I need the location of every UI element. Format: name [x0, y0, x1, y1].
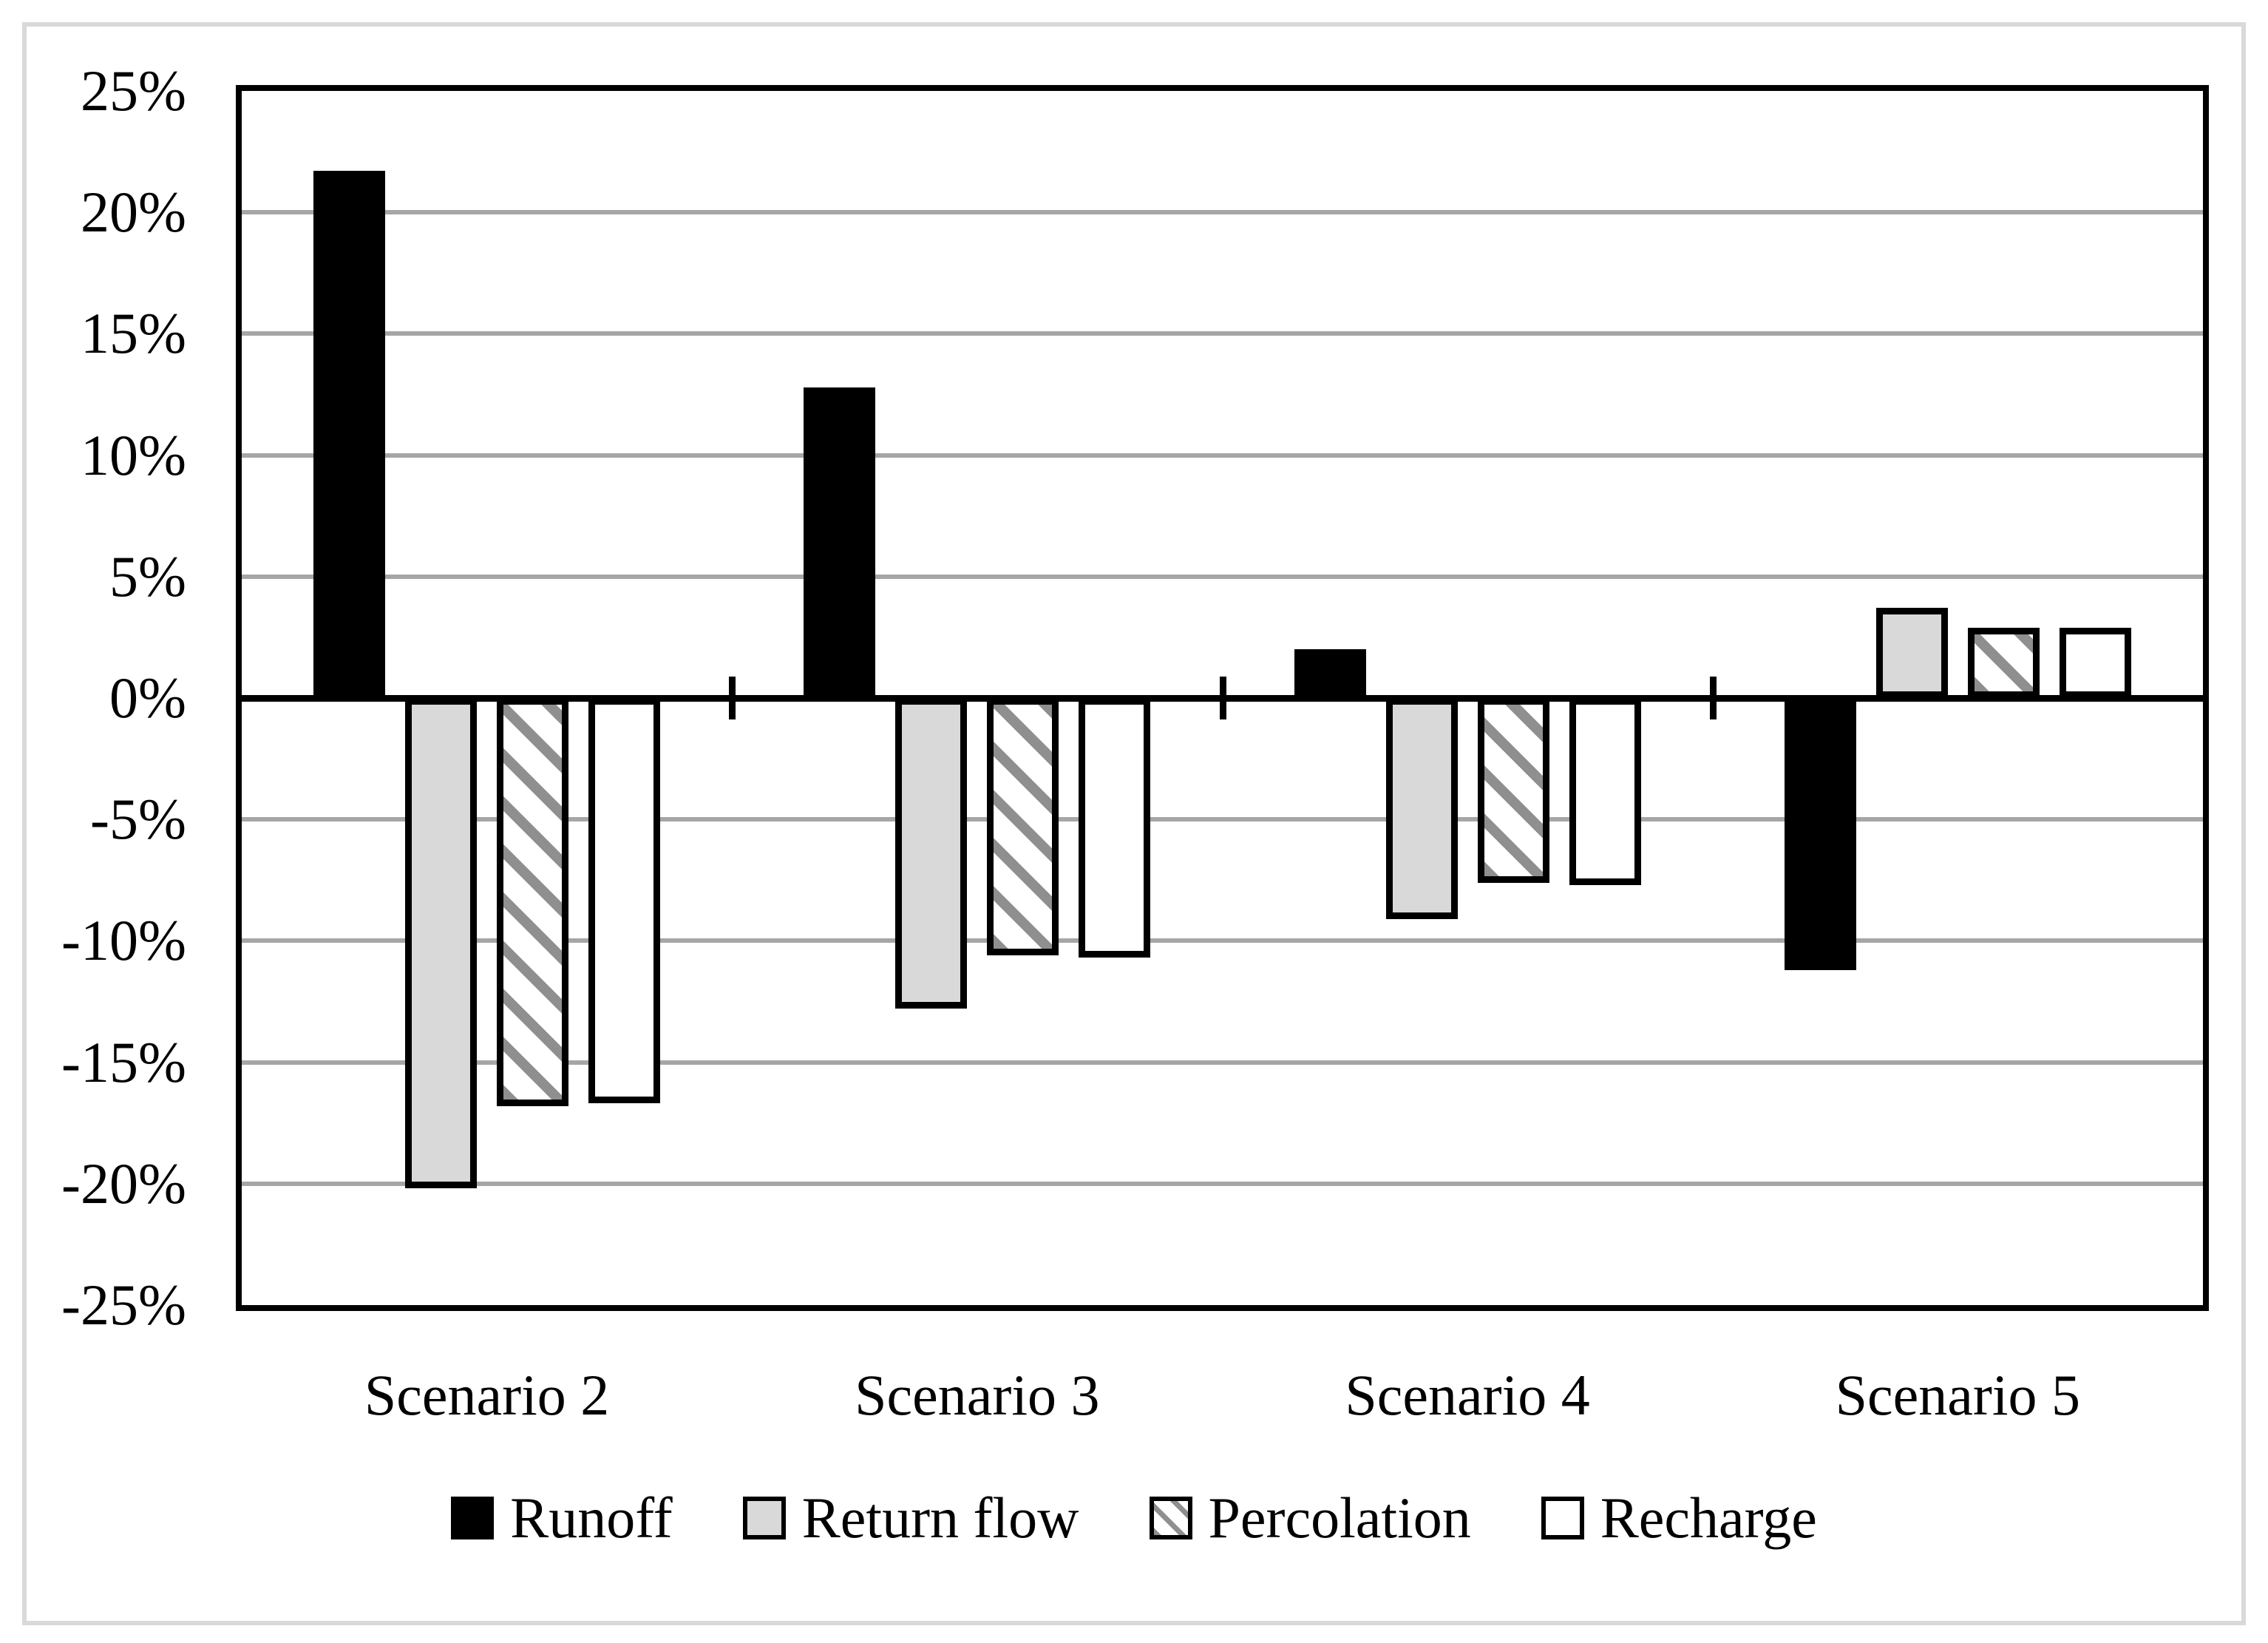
y-tick-label: 5%: [109, 543, 186, 609]
bar-recharge-scenario-3: [1079, 698, 1151, 958]
gridline: [242, 453, 2203, 458]
gridline: [242, 817, 2203, 822]
bar-recharge-scenario-4: [1569, 698, 1641, 885]
category-label-scenario-5: Scenario 5: [1835, 1363, 2081, 1427]
legend-label-percolation: Percolation: [1208, 1486, 1471, 1550]
y-tick-label: 20%: [81, 180, 186, 245]
gridline: [242, 938, 2203, 944]
legend-label-runoff: Runoff: [510, 1486, 673, 1550]
legend-label-return-flow: Return flow: [801, 1486, 1079, 1550]
bar-percolation-scenario-5: [1967, 627, 2040, 698]
gridline: [242, 331, 2203, 336]
axis-tick: [1219, 677, 1226, 719]
legend-item-percolation: Percolation: [1149, 1485, 1471, 1551]
legend-item-runoff: Runoff: [451, 1485, 673, 1551]
figure-border: [22, 22, 2246, 1625]
legend-item-return-flow: Return flow: [742, 1485, 1079, 1551]
y-tick-label: -5%: [90, 787, 186, 852]
y-tick-label: -25%: [61, 1273, 186, 1337]
gridline: [242, 210, 2203, 215]
bar-percolation-scenario-3: [987, 698, 1059, 956]
y-tick-label: 15%: [81, 301, 186, 366]
axis-tick: [729, 677, 736, 719]
y-tick-label: 10%: [81, 422, 186, 487]
category-label-scenario-3: Scenario 3: [855, 1363, 1100, 1427]
plot-area: [242, 91, 2203, 1305]
y-tick-label: 0%: [109, 665, 186, 730]
bar-recharge-scenario-2: [588, 698, 661, 1104]
y-tick-label: -15%: [61, 1029, 186, 1094]
axis-tick: [1709, 677, 1717, 719]
bar-recharge-scenario-5: [2059, 627, 2131, 698]
category-label-scenario-2: Scenario 2: [364, 1363, 610, 1427]
bar-runoff-scenario-2: [313, 171, 386, 698]
gridline: [242, 1181, 2203, 1186]
bar-return-flow-scenario-5: [1875, 608, 1948, 698]
legend-item-recharge: Recharge: [1541, 1485, 1817, 1551]
bar-return-flow-scenario-4: [1385, 698, 1458, 919]
bar-return-flow-scenario-2: [405, 698, 478, 1189]
y-tick-label: -10%: [61, 908, 186, 973]
bar-percolation-scenario-4: [1477, 698, 1549, 883]
y-tick-label: -20%: [61, 1151, 186, 1216]
gridline: [242, 574, 2203, 579]
y-tick-label: 25%: [81, 58, 186, 123]
runoff-swatch-icon: [451, 1497, 495, 1539]
return-flow-swatch-icon: [742, 1497, 786, 1539]
bar-runoff-scenario-4: [1294, 649, 1366, 698]
recharge-swatch-icon: [1541, 1497, 1584, 1539]
legend: Runoff Return flow Percolation Recharge: [0, 1485, 2268, 1551]
gridline: [242, 1060, 2203, 1065]
bar-runoff-scenario-5: [1784, 698, 1856, 970]
bar-percolation-scenario-2: [497, 698, 569, 1106]
legend-label-recharge: Recharge: [1600, 1486, 1817, 1550]
category-label-scenario-4: Scenario 4: [1345, 1363, 1590, 1427]
x-axis-category-labels: Scenario 2 Scenario 3 Scenario 4 Scenari…: [242, 1362, 2203, 1429]
bar-return-flow-scenario-3: [895, 698, 968, 1009]
percolation-swatch-icon: [1149, 1497, 1192, 1539]
bar-runoff-scenario-3: [804, 387, 876, 698]
